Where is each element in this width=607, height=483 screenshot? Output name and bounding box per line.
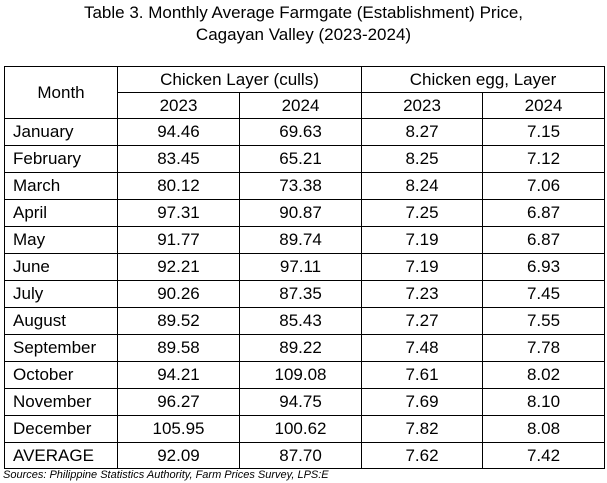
layer-2023-cell: 91.77 xyxy=(117,226,240,254)
source-note: Sources: Philippine Statistics Authority… xyxy=(3,469,329,481)
egg-2024-cell: 7.78 xyxy=(482,334,606,362)
layer-2023-cell: 83.45 xyxy=(117,145,240,173)
average-layer-2024: 87.70 xyxy=(238,442,363,469)
month-cell: December xyxy=(4,415,118,443)
egg-2024-cell: 8.10 xyxy=(482,388,606,416)
table-row: November 96.27 94.75 7.69 8.10 xyxy=(4,388,606,416)
month-cell: August xyxy=(4,307,118,335)
layer-2023-cell: 105.95 xyxy=(117,415,240,443)
egg-2024-cell: 8.02 xyxy=(482,361,606,389)
egg-2023-header: 2023 xyxy=(361,92,484,119)
average-layer-2023: 92.09 xyxy=(117,442,240,469)
egg-2023-cell: 7.69 xyxy=(361,388,484,416)
average-egg-2024: 7.42 xyxy=(482,442,606,469)
table-row: January 94.46 69.63 8.27 7.15 xyxy=(4,118,606,146)
month-column-header: Month xyxy=(4,66,118,119)
layer-2024-cell: 90.87 xyxy=(238,199,363,227)
egg-2024-header: 2024 xyxy=(482,92,606,119)
egg-2023-cell: 7.19 xyxy=(361,253,484,281)
layer-2024-cell: 73.38 xyxy=(238,172,363,200)
table-title: Table 3. Monthly Average Farmgate (Estab… xyxy=(0,2,607,46)
chicken-egg-group-header: Chicken egg, Layer xyxy=(361,66,606,93)
layer-2024-cell: 97.11 xyxy=(238,253,363,281)
table-row: March 80.12 73.38 8.24 7.06 xyxy=(4,172,606,200)
egg-2023-cell: 7.48 xyxy=(361,334,484,362)
layer-2023-cell: 92.21 xyxy=(117,253,240,281)
layer-2023-header: 2023 xyxy=(117,92,240,119)
layer-2023-cell: 90.26 xyxy=(117,280,240,308)
egg-2024-cell: 7.55 xyxy=(482,307,606,335)
month-cell: October xyxy=(4,361,118,389)
egg-2023-cell: 7.19 xyxy=(361,226,484,254)
egg-2023-cell: 7.27 xyxy=(361,307,484,335)
price-table: Month Chicken Layer (culls) Chicken egg,… xyxy=(4,66,606,469)
egg-2023-cell: 7.82 xyxy=(361,415,484,443)
layer-2023-cell: 89.58 xyxy=(117,334,240,362)
egg-2024-cell: 7.06 xyxy=(482,172,606,200)
table-row: February 83.45 65.21 8.25 7.12 xyxy=(4,145,606,173)
layer-2023-cell: 80.12 xyxy=(117,172,240,200)
table-row: June 92.21 97.11 7.19 6.93 xyxy=(4,253,606,281)
layer-2023-cell: 94.46 xyxy=(117,118,240,146)
egg-2023-cell: 7.23 xyxy=(361,280,484,308)
egg-2023-cell: 8.25 xyxy=(361,145,484,173)
layer-2023-cell: 89.52 xyxy=(117,307,240,335)
layer-2024-cell: 65.21 xyxy=(238,145,363,173)
layer-2024-cell: 87.35 xyxy=(238,280,363,308)
layer-2023-cell: 94.21 xyxy=(117,361,240,389)
month-cell: November xyxy=(4,388,118,416)
egg-2023-cell: 8.24 xyxy=(361,172,484,200)
average-row: AVERAGE 92.09 87.70 7.62 7.42 xyxy=(4,442,606,469)
egg-2024-cell: 7.15 xyxy=(482,118,606,146)
egg-2023-cell: 8.27 xyxy=(361,118,484,146)
table-row: August 89.52 85.43 7.27 7.55 xyxy=(4,307,606,335)
month-cell: February xyxy=(4,145,118,173)
egg-2024-cell: 7.12 xyxy=(482,145,606,173)
layer-2024-cell: 89.74 xyxy=(238,226,363,254)
egg-2024-cell: 6.87 xyxy=(482,199,606,227)
egg-2023-cell: 7.61 xyxy=(361,361,484,389)
table-title-line-2: Cagayan Valley (2023-2024) xyxy=(195,25,412,44)
egg-2024-cell: 7.45 xyxy=(482,280,606,308)
average-egg-2023: 7.62 xyxy=(361,442,484,469)
month-cell: May xyxy=(4,226,118,254)
layer-2024-cell: 89.22 xyxy=(238,334,363,362)
table-title-line-1: Table 3. Monthly Average Farmgate (Estab… xyxy=(83,3,524,22)
table-body: January 94.46 69.63 8.27 7.15 February 83.45 65… xyxy=(4,118,606,443)
chicken-layer-group-header: Chicken Layer (culls) xyxy=(116,66,363,93)
layer-2024-header: 2024 xyxy=(238,92,363,119)
layer-2024-cell: 109.08 xyxy=(238,361,363,389)
table-row: September 89.58 89.22 7.48 7.78 xyxy=(4,334,606,362)
table-row: October 94.21 109.08 7.61 8.02 xyxy=(4,361,606,389)
month-cell: June xyxy=(4,253,118,281)
table-row: December 105.95 100.62 7.82 8.08 xyxy=(4,415,606,443)
month-cell: April xyxy=(4,199,118,227)
table-row: May 91.77 89.74 7.19 6.87 xyxy=(4,226,606,254)
egg-2023-cell: 7.25 xyxy=(361,199,484,227)
egg-2024-cell: 6.87 xyxy=(482,226,606,254)
layer-2024-cell: 69.63 xyxy=(238,118,363,146)
month-cell: March xyxy=(4,172,118,200)
month-cell: September xyxy=(4,334,118,362)
egg-2024-cell: 8.08 xyxy=(482,415,606,443)
layer-2024-cell: 85.43 xyxy=(238,307,363,335)
layer-2024-cell: 100.62 xyxy=(238,415,363,443)
average-label: AVERAGE xyxy=(4,442,118,469)
layer-2023-cell: 96.27 xyxy=(117,388,240,416)
table-row: July 90.26 87.35 7.23 7.45 xyxy=(4,280,606,308)
month-cell: July xyxy=(4,280,118,308)
table-row: April 97.31 90.87 7.25 6.87 xyxy=(4,199,606,227)
layer-2023-cell: 97.31 xyxy=(117,199,240,227)
month-cell: January xyxy=(4,118,118,146)
egg-2024-cell: 6.93 xyxy=(482,253,606,281)
layer-2024-cell: 94.75 xyxy=(238,388,363,416)
